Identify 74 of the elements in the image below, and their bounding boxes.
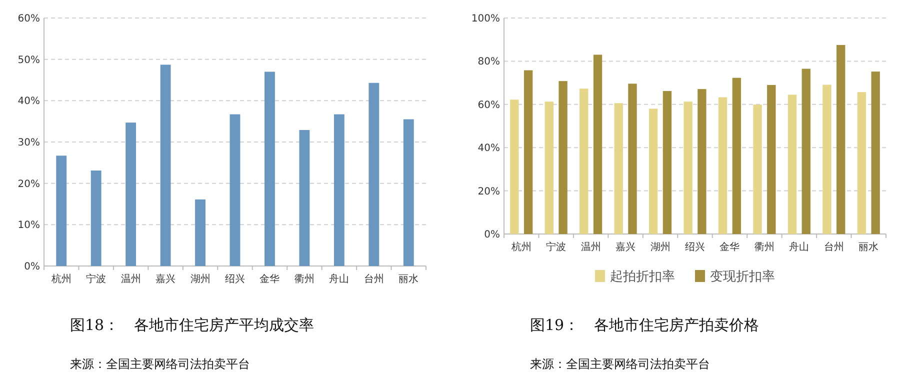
- bar: [614, 103, 623, 234]
- bar: [195, 199, 206, 266]
- bar: [753, 104, 762, 234]
- bar: [662, 91, 672, 234]
- y-tick-label: 60%: [478, 100, 500, 111]
- bar: [684, 102, 692, 234]
- x-tick-label: 衢州: [754, 241, 774, 253]
- legend-label: 起拍折扣率: [610, 268, 675, 285]
- x-tick-label: 宁波: [86, 273, 106, 285]
- x-tick-label: 湖州: [650, 241, 670, 253]
- bar: [767, 84, 776, 234]
- bar: [160, 64, 171, 266]
- x-tick-label: 丽水: [858, 241, 879, 253]
- x-tick-label: 丽水: [398, 273, 419, 285]
- text: 图19： 各地市住宅房产拍卖价格: [530, 316, 760, 334]
- y-tick-label: 20%: [18, 178, 40, 190]
- bar: [802, 68, 810, 234]
- bar: [403, 119, 414, 266]
- x-tick-label: 杭州: [50, 273, 72, 285]
- bar: [648, 108, 658, 234]
- y-tick-label: 30%: [18, 138, 40, 148]
- legend-label: 变现折扣率: [710, 268, 775, 285]
- text: 图18： 各地市住宅房产平均成交率: [70, 316, 314, 334]
- bar: [580, 88, 588, 234]
- bar: [299, 130, 310, 266]
- bar: [230, 114, 240, 266]
- y-tick-label: 40%: [18, 96, 40, 108]
- bar: [857, 92, 866, 234]
- y-tick-label: 0%: [484, 230, 500, 240]
- bar: [524, 70, 533, 234]
- x-tick-label: 衢州: [294, 273, 314, 285]
- x-tick-label: 舟山: [789, 241, 810, 253]
- x-tick-label: 温州: [120, 273, 141, 285]
- y-tick-label: 80%: [478, 56, 500, 68]
- bar: [56, 156, 67, 266]
- x-tick-label: 宁波: [546, 241, 566, 253]
- y-tick-label: 50%: [18, 54, 40, 66]
- x-tick-label: 杭州: [510, 241, 532, 253]
- bar: [126, 122, 136, 266]
- y-tick-label: 40%: [478, 143, 500, 154]
- x-tick-label: 台州: [364, 273, 384, 285]
- x-tick-label: 嘉兴: [156, 273, 176, 285]
- x-tick-label: 金华: [260, 273, 280, 285]
- x-tick-label: 绍兴: [685, 241, 705, 253]
- x-tick-label: 嘉兴: [616, 241, 636, 253]
- x-tick-label: 舟山: [329, 273, 350, 285]
- y-tick-label: 0%: [24, 262, 40, 272]
- bar: [871, 72, 880, 234]
- bar: [698, 89, 706, 234]
- bar: [718, 97, 728, 234]
- bar: [90, 170, 102, 266]
- bar: [628, 84, 637, 234]
- y-tick-label: 100%: [471, 14, 500, 24]
- x-tick-label: 湖州: [190, 273, 210, 285]
- bar: [510, 100, 519, 234]
- bar: [544, 102, 554, 234]
- bar: [836, 45, 846, 234]
- x-tick-label: 绍兴: [225, 273, 245, 285]
- source-note: 来源：全国主要网络司法拍卖平台: [70, 357, 250, 371]
- bar: [822, 84, 832, 234]
- bar: [732, 78, 742, 234]
- y-tick-label: 60%: [18, 14, 40, 24]
- y-tick-label: 20%: [478, 186, 500, 198]
- x-tick-label: 金华: [720, 241, 740, 253]
- bar: [334, 114, 344, 266]
- bar: [593, 54, 602, 234]
- source-note: 来源：全国主要网络司法拍卖平台: [530, 357, 710, 371]
- x-tick-label: 台州: [824, 241, 844, 253]
- x-tick-label: 温州: [580, 241, 601, 253]
- bar: [558, 81, 568, 234]
- bar: [368, 82, 380, 266]
- bar: [788, 94, 797, 234]
- y-tick-label: 10%: [18, 220, 40, 232]
- bar: [264, 72, 275, 266]
